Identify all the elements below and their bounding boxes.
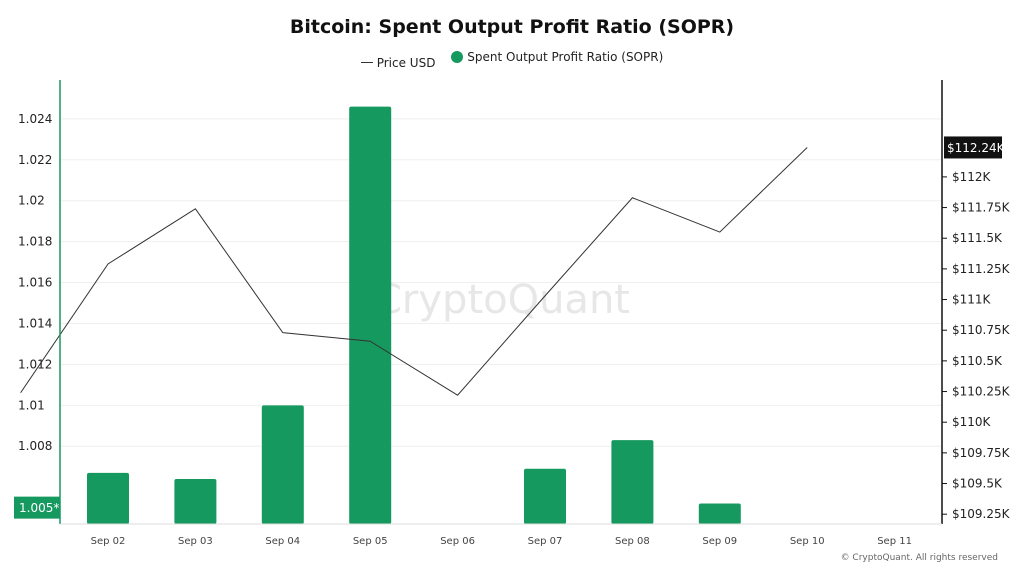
legend-line-swatch [360,62,373,63]
sopr-bar [87,472,129,524]
right-tick-label: $112K [952,170,992,184]
sopr-bars [87,106,741,525]
right-tick-label: $111.25K [952,262,1011,276]
sopr-bar [261,405,304,524]
x-tick-label: Sep 09 [702,536,737,547]
left-tick-label: 1.01 [18,398,45,412]
left-tick-label: 1.008 [18,439,52,453]
axis-badges: 1.005* $112.24K [14,136,1006,519]
right-axis-badge [944,136,1002,159]
left-axis-badge [14,496,60,519]
left-tick-label: 1.016 [18,276,52,290]
right-tick-label: $111.5K [952,231,1003,245]
sopr-bar [349,106,392,525]
right-tick-label: $109.75K [952,446,1011,460]
watermark: CryptoQuant [374,277,630,323]
chart-title: Bitcoin: Spent Output Profit Ratio (SOPR… [289,16,735,38]
x-tick-label: Sep 08 [615,536,650,547]
x-axis-ticks: Sep 02 Sep 03 Sep 04 Sep 05 Sep 06 Sep 07 Sep … [91,536,912,547]
legend-label-sopr: Spent Output Profit Ratio (SOPR) [467,50,664,64]
right-tick-label: $109.5K [952,477,1003,491]
x-tick-label: Sep 04 [265,536,300,547]
left-tick-label: 1.024 [18,112,52,126]
x-tick-label: Sep 07 [528,536,563,547]
sopr-bar [174,478,217,524]
left-tick-label: 1.012 [18,357,52,371]
x-tick-label: Sep 11 [877,536,912,547]
price-line [20,147,808,396]
left-axis-badge-label: 1.005* [19,501,59,515]
price-line-path [20,147,808,396]
right-tick-label: $110.75K [952,323,1011,337]
right-tick-label: $110K [952,415,992,429]
x-tick-label: Sep 02 [91,536,126,547]
right-tick-label: $111.75K [952,201,1011,215]
x-tick-label: Sep 03 [178,536,213,547]
axes [59,80,943,525]
right-axis-ticks: $109.25K $109.5K $109.75K $110K $110.25K $110… [942,170,1011,521]
left-tick-label: 1.018 [18,235,52,249]
right-tick-label: $110.5K [952,354,1003,368]
right-tick-label: $111K [952,293,992,307]
copyright-text: © CryptoQuant. All rights reserved [840,553,998,563]
gridlines [60,118,942,447]
legend-item-sopr[interactable]: Spent Output Profit Ratio (SOPR) [451,50,663,64]
left-tick-label: 1.014 [18,316,52,330]
right-tick-label: $109.25K [952,507,1011,521]
legend-label-price: Price USD [376,55,436,70]
chart-legend: Price USD Spent Output Profit Ratio (SOP… [0,50,1024,70]
right-axis-badge-label: $112.24K [947,141,1006,155]
left-tick-label: 1.02 [18,194,45,208]
x-tick-label: Sep 05 [353,536,388,547]
right-tick-label: $110.25K [952,385,1011,399]
left-tick-label: 1.022 [18,153,52,167]
x-tick-label: Sep 06 [440,536,475,547]
sopr-bar [524,468,566,524]
sopr-bar [698,503,741,524]
left-axis-ticks: 1.008 1.01 1.012 1.014 1.016 1.018 1.02 1.022 1.… [18,112,52,453]
legend-dot-swatch [451,51,464,63]
sopr-bar [611,440,654,524]
legend-item-price[interactable]: Price USD [360,55,436,70]
x-tick-label: Sep 10 [790,536,825,547]
